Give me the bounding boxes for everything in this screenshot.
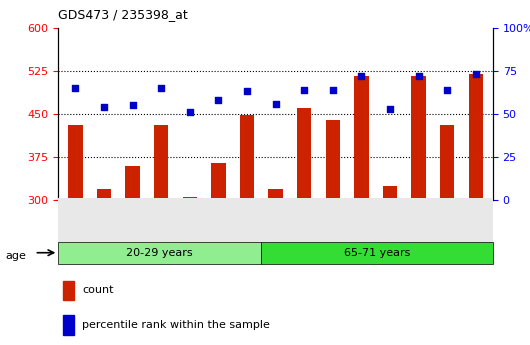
Bar [440,125,454,200]
Bar [261,241,493,264]
Bar [154,125,169,200]
Point [100,104,108,110]
Text: 65-71 years: 65-71 years [344,248,410,258]
Bar [469,73,483,200]
Point [386,106,394,111]
Bar [126,166,140,200]
Bar [63,315,74,335]
Point [300,87,308,92]
Text: 20-29 years: 20-29 years [126,248,193,258]
Point [357,73,366,79]
Bar [68,125,83,200]
Point [271,101,280,106]
Bar [297,108,311,200]
Point [414,73,423,79]
Point [157,85,165,91]
Point [128,102,137,108]
Bar [411,77,426,200]
Bar [97,189,111,200]
Point [71,85,80,91]
Bar [383,186,397,200]
Point [186,109,194,115]
Point [443,87,452,92]
Point [329,87,337,92]
Text: GDS473 / 235398_at: GDS473 / 235398_at [58,8,188,21]
Point [214,97,223,103]
Bar [269,189,282,200]
Bar [354,77,368,200]
Text: count: count [82,286,114,295]
Bar [211,163,226,200]
Bar [183,197,197,200]
Text: percentile rank within the sample: percentile rank within the sample [82,320,270,330]
Bar [63,281,74,300]
Bar [58,241,261,264]
Bar [325,120,340,200]
Point [472,71,480,77]
Bar [240,115,254,200]
Point [243,89,251,94]
Text: age: age [5,251,26,261]
